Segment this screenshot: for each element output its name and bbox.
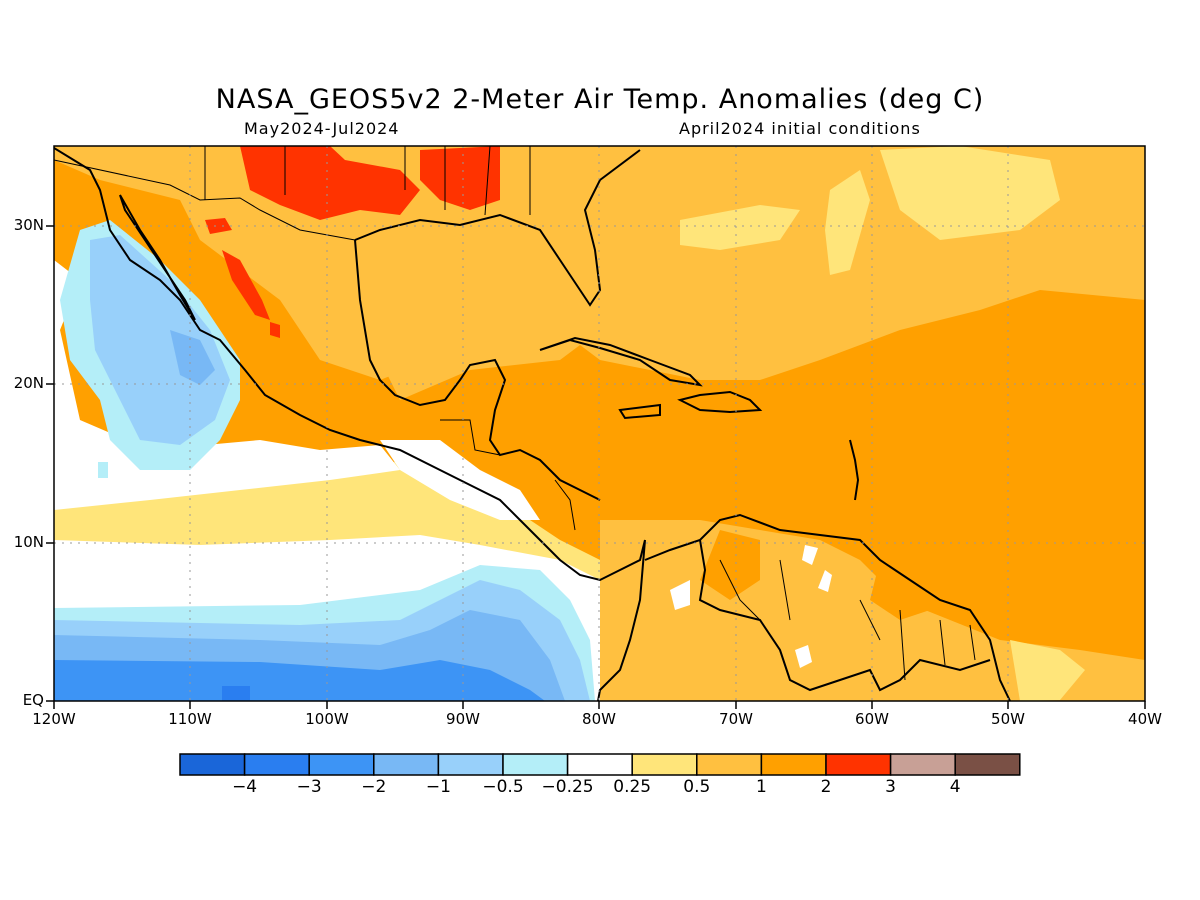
colorbar-swatch (760, 753, 827, 776)
lat-tick-label: 30N (13, 216, 44, 234)
lon-tick-label: 60W (855, 710, 889, 728)
colorbar-label: −0.25 (541, 777, 594, 797)
colorbar-swatch (179, 753, 246, 776)
graticule (54, 146, 1145, 701)
borders (54, 146, 976, 681)
lon-tick-label: 50W (991, 710, 1025, 728)
colorbar-swatch (696, 753, 763, 776)
colorbar-swatch (373, 753, 440, 776)
coastlines (54, 147, 1011, 701)
colorbar-swatch (566, 753, 633, 776)
colorbar-swatch (502, 753, 569, 776)
colorbar-label: −2 (361, 777, 387, 797)
lon-tick-label: 40W (1128, 710, 1162, 728)
map-title: NASA_GEOS5v2 2-Meter Air Temp. Anomalies… (215, 84, 985, 115)
colorbar-label: 1 (755, 777, 767, 797)
lat-tick-label: 10N (13, 533, 44, 551)
initial-conditions-label: April2024 initial conditions (679, 119, 921, 138)
colorbar-label: 0.5 (683, 777, 711, 797)
colorbar-label: −0.5 (482, 777, 524, 797)
colorbar-swatch (825, 753, 892, 776)
colorbar (179, 753, 1021, 776)
anomaly-field (54, 146, 1145, 701)
colorbar-label: −4 (232, 777, 258, 797)
colorbar-swatch (243, 753, 310, 776)
colorbar-label: 0.25 (613, 777, 652, 797)
colorbar-swatch (889, 753, 956, 776)
colorbar-label: 2 (820, 777, 832, 797)
lon-tick-label: 110W (168, 710, 212, 728)
lon-tick-label: 80W (582, 710, 616, 728)
lat-tick-label: 20N (13, 374, 44, 392)
colorbar-label: 3 (885, 777, 896, 797)
axis-ticks (46, 225, 1146, 709)
lat-tick-label: EQ (22, 691, 44, 709)
colorbar-label: 4 (949, 777, 961, 797)
forecast-period: May2024-Jul2024 (244, 119, 400, 138)
colorbar-label: −1 (425, 777, 451, 797)
lon-tick-label: 90W (446, 710, 480, 728)
colorbar-swatch (308, 753, 375, 776)
colorbar-swatch (631, 753, 698, 776)
lon-tick-label: 70W (719, 710, 753, 728)
colorbar-label: −3 (296, 777, 322, 797)
colorbar-swatch (437, 753, 504, 776)
colorbar-swatch (954, 753, 1021, 776)
lon-tick-label: 100W (305, 710, 349, 728)
lon-tick-label: 120W (32, 710, 76, 728)
